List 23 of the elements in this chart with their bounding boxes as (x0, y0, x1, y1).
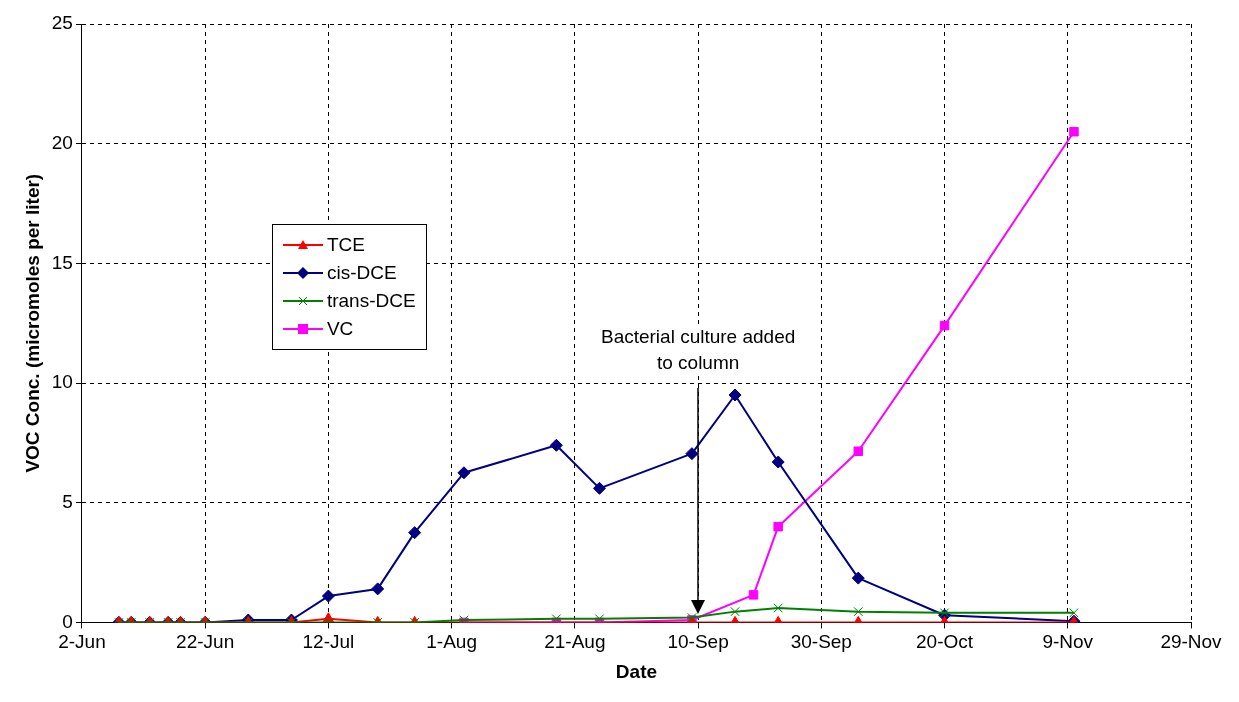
y-tick-label: 10 (51, 371, 73, 393)
x-tick-label: 20-Oct (916, 631, 974, 653)
x-axis-title: Date (615, 660, 658, 682)
legend-label: trans-DCE (326, 290, 416, 312)
y-axis-title: VOC Conc. (micromoles per liter) (21, 173, 43, 473)
x-tick-label: 10-Sep (667, 631, 729, 653)
x-tick-label: 21-Aug (544, 631, 606, 653)
x-tick-label: 29-Nov (1160, 631, 1223, 653)
x-tick-label: 30-Sep (790, 631, 852, 653)
y-tick-label: 15 (51, 251, 73, 273)
x-tick-label: 1-Aug (426, 631, 477, 653)
x-tick-label: 12-Jul (302, 631, 355, 653)
y-tick-label: 5 (62, 490, 73, 512)
y-tick-label: 20 (51, 131, 73, 153)
x-tick-label: 22-Jun (176, 631, 235, 653)
y-tick-label: 25 (51, 12, 73, 34)
x-tick-label: 2-Jun (58, 631, 106, 653)
x-tick-label: 9-Nov (1042, 631, 1094, 653)
legend-label: VC (326, 318, 354, 340)
legend-label: cis-DCE (326, 262, 397, 284)
y-tick-label: 0 (62, 610, 73, 632)
annotation: Bacterial culture added to column (598, 324, 799, 377)
legend-label: TCE (326, 234, 365, 256)
